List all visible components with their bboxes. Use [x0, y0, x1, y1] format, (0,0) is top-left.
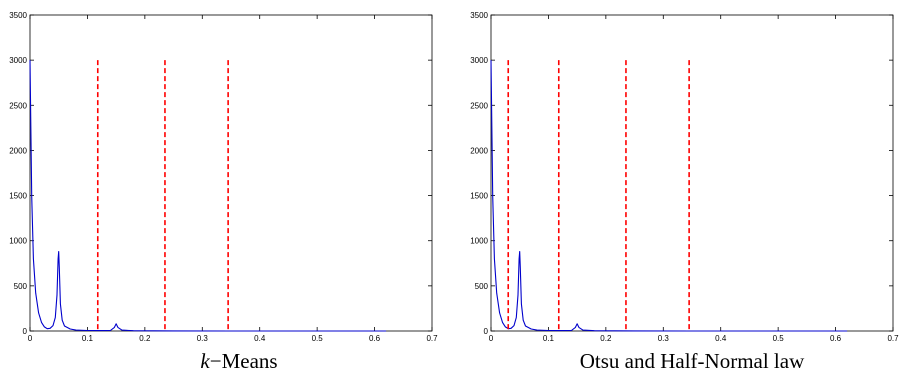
- y-tick-label: 2500: [9, 101, 27, 110]
- y-tick-label: 2000: [9, 146, 27, 155]
- plot-area-frame: [29, 14, 433, 332]
- x-tick-label: 0.7: [426, 334, 438, 343]
- x-tick-label: 0.3: [658, 334, 670, 343]
- y-tick-label: 3500: [470, 11, 488, 20]
- x-tick-label: 0.5: [312, 334, 324, 343]
- y-tick-label: 1000: [470, 237, 488, 246]
- left-chart-caption: k−Means: [200, 349, 277, 373]
- y-tick-label: 1500: [9, 192, 27, 201]
- y-tick-label: 3500: [9, 11, 27, 20]
- y-tick-label: 500: [14, 282, 28, 291]
- x-tick-label: 0.3: [197, 334, 209, 343]
- y-tick-label: 3000: [470, 56, 488, 65]
- x-tick-label: 0.1: [543, 334, 555, 343]
- y-tick-label: 2500: [470, 101, 488, 110]
- x-tick-label: 0.5: [773, 334, 785, 343]
- x-tick-label: 0.6: [369, 334, 381, 343]
- series-line: [29, 60, 387, 332]
- y-tick-label: 3000: [9, 56, 27, 65]
- x-tick-label: 0.2: [600, 334, 612, 343]
- x-tick-label: 0.4: [715, 334, 727, 343]
- y-tick-label: 2000: [470, 146, 488, 155]
- y-tick-label: 1500: [470, 192, 488, 201]
- x-tick-label: 0.4: [254, 334, 266, 343]
- left-chart-panel: 0 0.1 0.2 0.3 0.4 0.5 0.6 0.7 0 500 1000 1500 2000 25…: [9, 11, 438, 343]
- plot-area-frame: [490, 14, 894, 332]
- x-tick-label: 0: [28, 334, 33, 343]
- y-tick-label: 0: [484, 327, 489, 336]
- right-chart-caption: Otsu and Half-Normal law: [580, 349, 805, 373]
- x-tick-label: 0.2: [139, 334, 151, 343]
- y-tick-label: 1000: [9, 237, 27, 246]
- caption-variable: k: [200, 349, 210, 373]
- series-line: [490, 60, 848, 332]
- x-tick-label: 0.1: [82, 334, 94, 343]
- x-tick-label: 0: [489, 334, 494, 343]
- caption-text: −Means: [210, 349, 278, 373]
- x-tick-label: 0.7: [887, 334, 899, 343]
- y-tick-label: 0: [23, 327, 28, 336]
- right-chart-panel: 0 0.1 0.2 0.3 0.4 0.5 0.6 0.7 0 500 1000 1500 2000 25…: [470, 11, 899, 343]
- y-tick-label: 500: [475, 282, 489, 291]
- x-tick-label: 0.6: [830, 334, 842, 343]
